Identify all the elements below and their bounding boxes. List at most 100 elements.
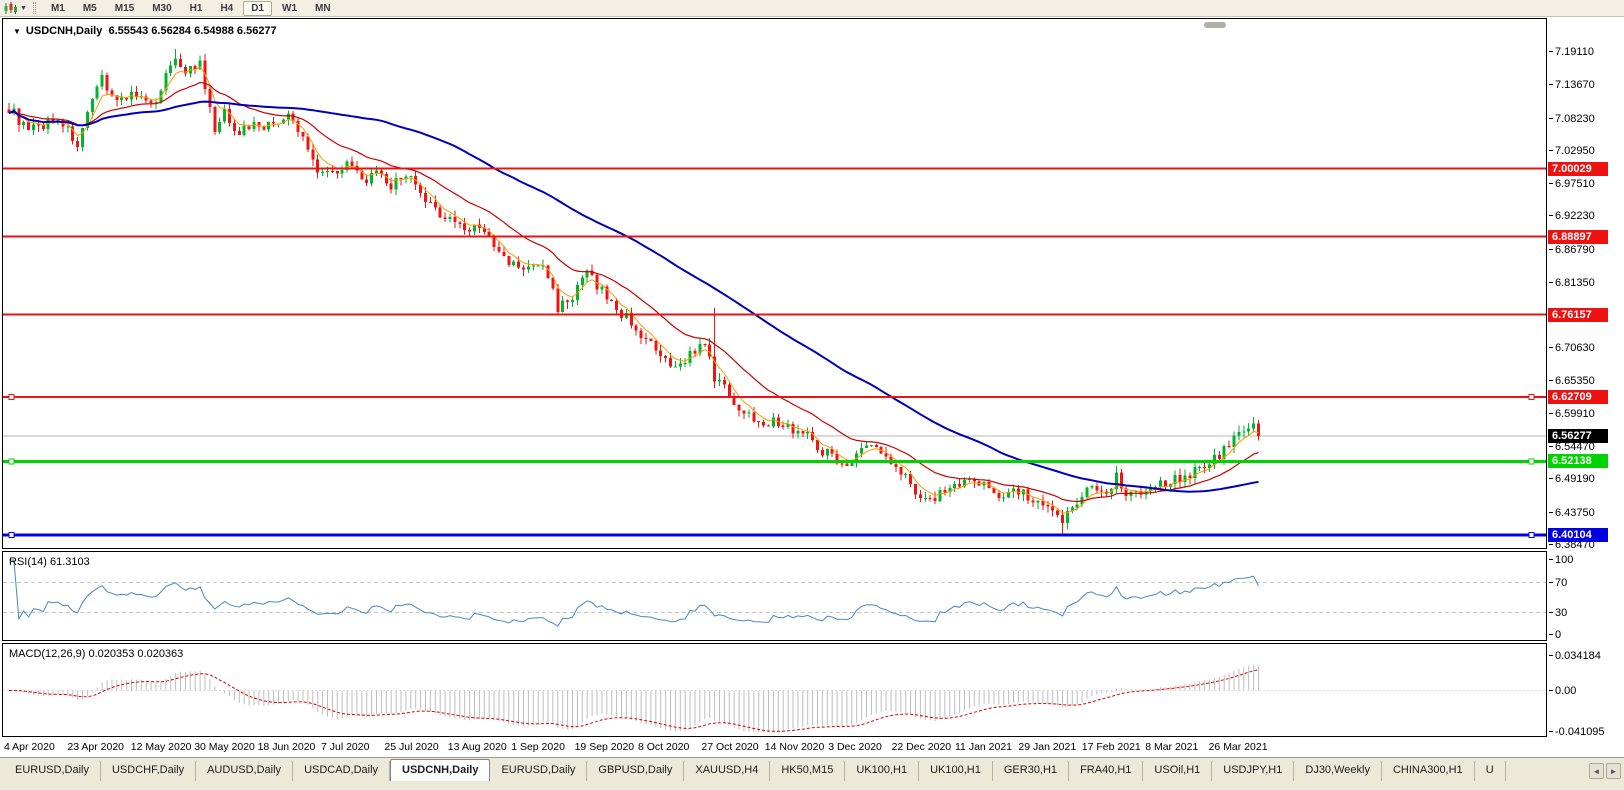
- level-price-label[interactable]: 6.52138: [1548, 454, 1608, 469]
- tab-u[interactable]: U: [1475, 761, 1506, 781]
- candle-down: [816, 440, 819, 451]
- tab-usdcnh-daily[interactable]: USDCNH,Daily: [390, 759, 491, 781]
- candle-down: [1041, 501, 1045, 506]
- timeframe-button-h4[interactable]: H4: [220, 2, 234, 14]
- candle-up: [1129, 492, 1133, 497]
- macd-signal-line: [8, 669, 1259, 732]
- candle-down: [71, 126, 75, 142]
- ma-fast-line[interactable]: [8, 65, 1259, 514]
- candle-down: [556, 288, 560, 312]
- tab-eurusd-daily[interactable]: EURUSD,Daily: [490, 761, 588, 781]
- collapse-triangle-icon[interactable]: ▼: [13, 27, 21, 36]
- candle-up: [904, 474, 908, 476]
- candle-up: [1242, 431, 1246, 433]
- chart-scrollbar-thumb[interactable]: [1204, 22, 1226, 28]
- timeframe-button-m15[interactable]: M15: [114, 2, 135, 14]
- candle-up: [1173, 475, 1177, 484]
- ma-slow-line[interactable]: [8, 100, 1259, 493]
- timeframe-button-mn[interactable]: MN: [315, 2, 331, 14]
- toolbar-grip[interactable]: [32, 2, 36, 14]
- candle-up: [242, 125, 246, 135]
- tab-scroll-right-button[interactable]: ►: [1606, 763, 1621, 779]
- level-price-label[interactable]: 6.88897: [1548, 229, 1608, 244]
- tab-usdjpy-h1[interactable]: USDJPY,H1: [1212, 761, 1295, 781]
- ma-medium-line[interactable]: [8, 81, 1259, 503]
- macd-axis-label: 0.00: [1549, 685, 1576, 697]
- macd-indicator-panel[interactable]: MACD(12,26,9) 0.020353 0.020363: [2, 643, 1547, 737]
- candle-down: [17, 108, 21, 126]
- tab-gbpusd-daily[interactable]: GBPUSD,Daily: [587, 761, 685, 781]
- rsi-indicator-panel[interactable]: RSI(14) 61.3103: [2, 551, 1547, 641]
- tab-fra40-h1[interactable]: FRA40,H1: [1069, 761, 1144, 781]
- date-axis-label: 25 Jul 2020: [384, 741, 439, 753]
- candle-down: [546, 265, 550, 279]
- line-handle[interactable]: [8, 458, 15, 465]
- candle-down: [183, 66, 187, 74]
- candle-down: [899, 467, 903, 475]
- tab-uk100-h1[interactable]: UK100,H1: [845, 761, 920, 781]
- candle-down: [972, 478, 976, 482]
- candle-up: [1232, 435, 1236, 447]
- candle-up: [796, 430, 800, 434]
- candle-down: [443, 217, 447, 219]
- timeframe-button-w1[interactable]: W1: [282, 2, 298, 14]
- timeframe-button-m30[interactable]: M30: [152, 2, 172, 14]
- line-handle[interactable]: [8, 532, 15, 539]
- tab-china300-h1[interactable]: CHINA300,H1: [1382, 761, 1475, 781]
- tab-usoil-h1[interactable]: USOil,H1: [1143, 761, 1213, 781]
- candle-down: [468, 230, 472, 232]
- candle-up: [1007, 491, 1011, 498]
- candle-up: [1198, 467, 1202, 468]
- chart-window: ▼ USDCNH,Daily 6.55543 6.56284 6.54988 6.…: [0, 17, 1624, 757]
- tab-uk100-h1[interactable]: UK100,H1: [919, 761, 993, 781]
- candle-down: [1095, 485, 1099, 491]
- tab-eurusd-daily[interactable]: EURUSD,Daily: [4, 761, 101, 781]
- tab-audusd-daily[interactable]: AUDUSD,Daily: [196, 761, 294, 781]
- candle-down: [1124, 488, 1128, 497]
- line-handle[interactable]: [1528, 458, 1535, 465]
- tab-hk50-m15[interactable]: HK50,M15: [770, 761, 846, 781]
- price-axis-label: 6.49190: [1549, 473, 1595, 485]
- candle-up: [174, 58, 178, 66]
- candle-down: [669, 357, 672, 367]
- candle-up: [683, 363, 687, 365]
- date-axis-label: 12 May 2020: [130, 741, 192, 753]
- level-price-label[interactable]: 6.76157: [1548, 307, 1608, 322]
- level-price-label[interactable]: 7.00029: [1548, 161, 1608, 176]
- current-price-label: 6.56277: [1548, 429, 1608, 444]
- tab-ger30-h1[interactable]: GER30,H1: [993, 761, 1070, 781]
- tab-usdchf-daily[interactable]: USDCHF,Daily: [101, 761, 197, 781]
- timeframe-button-m5[interactable]: M5: [82, 2, 97, 14]
- candle-up: [850, 463, 854, 466]
- tab-scroll-left-button[interactable]: ◄: [1589, 763, 1604, 779]
- candle-down: [992, 488, 996, 494]
- chart-title: ▼ USDCNH,Daily 6.55543 6.56284 6.54988 6.…: [13, 25, 277, 37]
- date-axis-label: 4 Apr 2020: [4, 741, 55, 753]
- rsi-axis-label: 0: [1549, 629, 1561, 641]
- line-handle[interactable]: [1528, 532, 1535, 539]
- line-handle[interactable]: [8, 393, 15, 400]
- rsi-chart-canvas: [3, 559, 1546, 627]
- date-axis-label: 3 Dec 2020: [828, 741, 882, 753]
- tab-usdcad-daily[interactable]: USDCAD,Daily: [293, 761, 391, 781]
- candlestick-chart-canvas[interactable]: [3, 19, 1546, 548]
- level-price-label[interactable]: 6.40104: [1548, 528, 1608, 543]
- candle-up: [321, 172, 325, 173]
- line-handle[interactable]: [1528, 393, 1535, 400]
- chevron-down-icon[interactable]: ▼: [20, 4, 27, 12]
- level-price-label[interactable]: 6.62709: [1548, 389, 1608, 404]
- price-chart-panel[interactable]: ▼ USDCNH,Daily 6.55543 6.56284 6.54988 6.…: [2, 18, 1547, 549]
- candle-up: [786, 423, 790, 427]
- timeframe-button-h1[interactable]: H1: [189, 2, 203, 14]
- tab-dj30-weekly[interactable]: DJ30,Weekly: [1294, 761, 1382, 781]
- candle-down: [492, 236, 496, 248]
- candle-down: [708, 344, 712, 357]
- candle-down: [703, 344, 707, 346]
- candle-down: [350, 161, 354, 167]
- timeframe-button-d1[interactable]: D1: [243, 0, 273, 16]
- candlestick-chart-icon[interactable]: [3, 1, 18, 15]
- candle-up: [1075, 504, 1079, 508]
- candle-down: [958, 484, 962, 487]
- tab-xauusd-h4[interactable]: XAUUSD,H4: [684, 761, 771, 781]
- timeframe-button-m1[interactable]: M1: [50, 2, 65, 14]
